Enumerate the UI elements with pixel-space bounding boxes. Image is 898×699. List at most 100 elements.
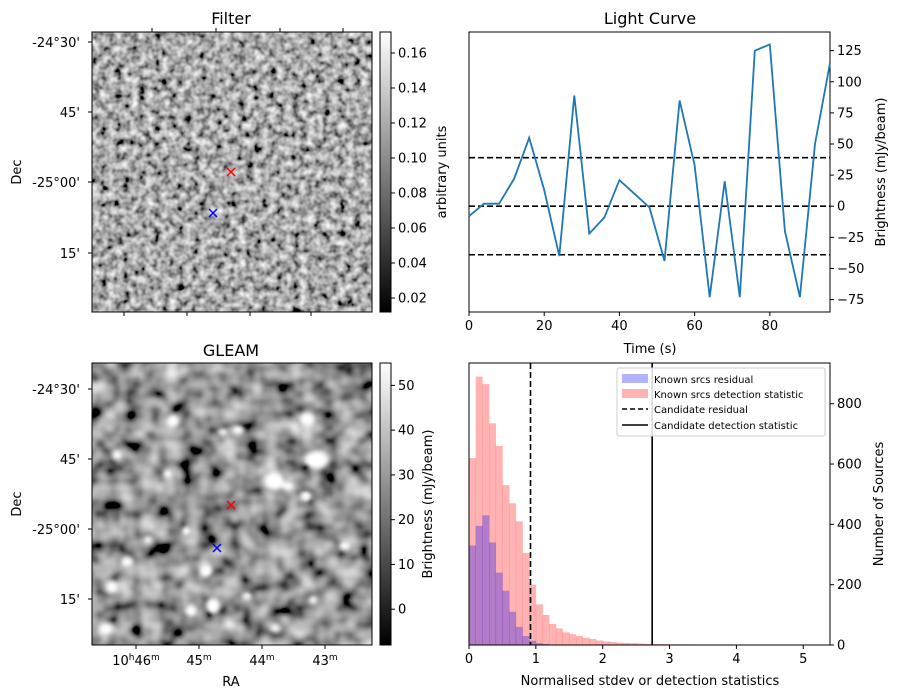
histogram-bar	[569, 634, 577, 645]
histogram-bar	[529, 584, 537, 645]
gleam-ytick-label: 45'	[60, 453, 80, 468]
lightcurve-ylabel: Brightness (mJy/beam)	[874, 98, 889, 247]
filter-title: Filter	[211, 9, 251, 28]
gleam-panel: GLEAM	[10, 341, 436, 690]
gleam-ytick-labels: -24°30' 45' -25°00' 15'	[32, 383, 80, 608]
colorbar-tick-label: 0.14	[398, 82, 427, 97]
histogram-bar	[475, 525, 483, 645]
histogram-bar	[515, 521, 523, 645]
histogram-panel: 0 1 2 3 4 5 0 200 400 600 800 Normalised stdev or…	[465, 362, 887, 689]
histogram-bar	[489, 542, 497, 645]
colorbar-tick-label: 0.04	[398, 257, 427, 272]
histogram-bar	[535, 604, 543, 645]
histogram-bar	[589, 638, 597, 645]
histogram-bar	[636, 643, 644, 645]
histogram-bar	[522, 553, 530, 645]
histogram-bar	[522, 635, 530, 645]
histogram-bar	[649, 643, 657, 645]
histogram-bar	[602, 641, 610, 645]
lightcurve-xtick-label: 20	[536, 319, 553, 334]
gleam-ytick-label: -24°30'	[32, 383, 80, 398]
histogram-bar	[482, 515, 490, 645]
filter-frame	[91, 31, 373, 313]
legend-box	[616, 367, 826, 437]
gleam-ytick-label: -25°00'	[32, 523, 80, 538]
lightcurve-ytick-label: −50	[837, 262, 864, 277]
filter-colorbar	[379, 31, 392, 313]
filter-ytick-label: 15'	[60, 247, 80, 262]
histogram-bar	[509, 611, 517, 645]
histogram-legend: Known srcs residual Known srcs detection…	[616, 367, 826, 437]
lightcurve-ytick-label: 0	[837, 200, 845, 215]
histogram-yticks: 0 200 400 600 800	[830, 397, 862, 654]
histogram-bar	[616, 642, 624, 645]
colorbar-tick-label: 30	[398, 468, 415, 483]
legend-label: Known srcs detection statistic	[654, 390, 803, 401]
filter-red-marker	[226, 167, 236, 177]
filter-ytick-label: -24°30'	[32, 36, 80, 51]
histogram-bar	[475, 376, 483, 645]
lightcurve-xlabel: Time (s)	[623, 342, 677, 357]
lightcurve-ytick-label: 25	[837, 169, 854, 184]
histogram-bar	[502, 485, 510, 645]
histogram-xtick-label: 1	[532, 652, 540, 667]
colorbar-tick-label: 0.02	[398, 292, 427, 307]
gleam-blue-marker	[212, 543, 222, 553]
lightcurve-xtick-label: 60	[686, 319, 703, 334]
histogram-bar	[542, 614, 550, 645]
histogram-bars-red	[469, 376, 777, 645]
lightcurve-hlines	[469, 156, 830, 256]
histogram-bar	[596, 640, 604, 645]
histogram-bar	[509, 503, 517, 645]
histogram-bar	[629, 643, 637, 645]
legend-label: Candidate residual	[654, 405, 748, 416]
filter-ytick-label: -25°00'	[32, 176, 80, 191]
histogram-bar	[489, 423, 497, 645]
gleam-xtick-labels: 10h46m 45m 44m 43m	[112, 653, 337, 669]
histogram-bar	[549, 623, 557, 645]
lightcurve-ytick-label: 100	[837, 75, 862, 90]
gleam-ticks	[88, 388, 326, 649]
gleam-xtick-label: 43m	[312, 653, 337, 669]
histogram-ylabel: Number of Sources	[872, 442, 887, 567]
gleam-xlabel: RA	[222, 675, 240, 690]
lightcurve-xtick-label: 0	[465, 319, 473, 334]
histogram-xticks: 0 1 2 3 4 5	[465, 645, 807, 667]
gleam-xtick-label: 44m	[249, 653, 274, 669]
histogram-bar	[575, 635, 583, 645]
filter-blue-marker	[208, 208, 218, 218]
histogram-bar	[642, 643, 650, 645]
lightcurve-panel: Light Curve 0 20 40 60 80 −75 −50 −25 0 25 50 75 10…	[465, 9, 889, 357]
histogram-bar	[469, 545, 476, 645]
histogram-bar	[502, 590, 510, 645]
histogram-bar	[515, 626, 523, 645]
lightcurve-frame	[468, 31, 831, 313]
histogram-bar	[622, 642, 630, 645]
colorbar-tick-label: 0.10	[398, 152, 427, 167]
gleam-xtick-label: 45m	[186, 653, 211, 669]
filter-colorbar-ticks: 0.02 0.04 0.06 0.08 0.10 0.12 0.14 0.16	[391, 47, 427, 307]
histogram-ytick-label: 200	[837, 578, 862, 593]
histogram-bar	[562, 632, 570, 645]
gleam-xtick-label: 10h46m	[112, 653, 160, 669]
colorbar-tick-label: 10	[398, 558, 415, 573]
colorbar-tick-label: 0.12	[398, 117, 427, 132]
histogram-bars-blue	[469, 515, 557, 645]
histogram-bar	[529, 640, 537, 645]
filter-colorbar-label: arbitrary units	[435, 125, 450, 218]
histogram-xtick-label: 5	[799, 652, 807, 667]
gleam-title: GLEAM	[203, 341, 259, 360]
filter-ytick-label: 45'	[60, 106, 80, 121]
lightcurve-ytick-label: 75	[837, 106, 854, 121]
filter-ylabel: Dec	[10, 159, 25, 184]
lightcurve-yticks: −75 −50 −25 0 25 50 75 100 125	[830, 44, 864, 308]
filter-panel: Filter -24°30' 45' -25°00' 15' Dec 0.02 0…	[10, 9, 450, 316]
histogram-xtick-label: 3	[665, 652, 673, 667]
gleam-frame	[91, 362, 373, 646]
histogram-border	[468, 362, 831, 646]
histogram-ytick-label: 0	[837, 639, 845, 654]
histogram-xtick-label: 4	[732, 652, 740, 667]
colorbar-tick-label: 0	[398, 603, 406, 618]
histogram-bar	[555, 628, 563, 645]
histogram-xlabel: Normalised stdev or detection statistics	[521, 674, 780, 689]
